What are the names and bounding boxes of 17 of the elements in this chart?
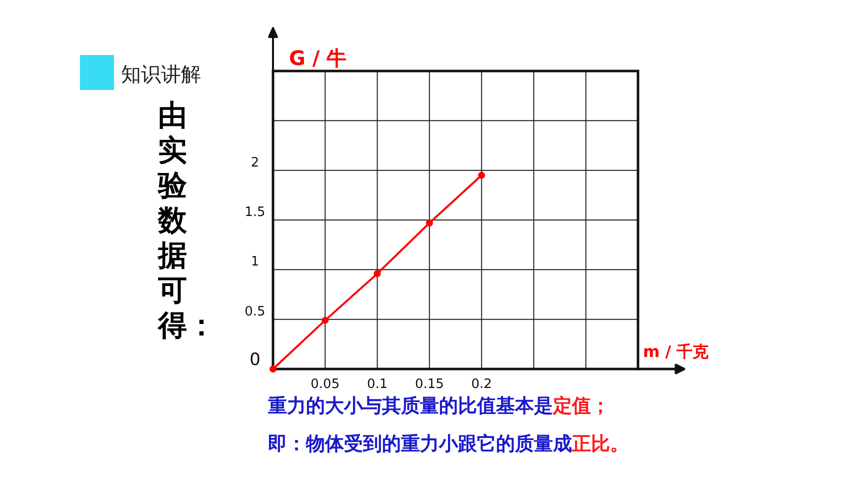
x-tick-label: 0.05: [310, 377, 340, 392]
y-tick-label: 2: [250, 155, 260, 170]
x-axis-title: m / 千克: [643, 342, 710, 361]
text: 知识讲解: [121, 62, 201, 86]
text: 重力的大小与其质量的比值基本是: [267, 395, 553, 417]
y-tick-label: 0.5: [244, 304, 266, 320]
x-tick-label: 0.1: [366, 377, 388, 392]
y-axis-title: G / 牛: [289, 46, 347, 70]
x-tick-label: 0.2: [471, 377, 492, 392]
text: 定值；: [552, 395, 610, 417]
y-tick-label: 0: [250, 350, 260, 370]
y-tick-label: 1.5: [244, 205, 266, 220]
text: 由实验数据可得：: [157, 98, 216, 342]
text: 即：物体受到的重力小跟它的质量成: [268, 433, 572, 455]
y-tick-label: 1: [250, 254, 260, 270]
text: 正比。: [571, 433, 629, 455]
x-tick-label: 0.15: [414, 377, 444, 392]
